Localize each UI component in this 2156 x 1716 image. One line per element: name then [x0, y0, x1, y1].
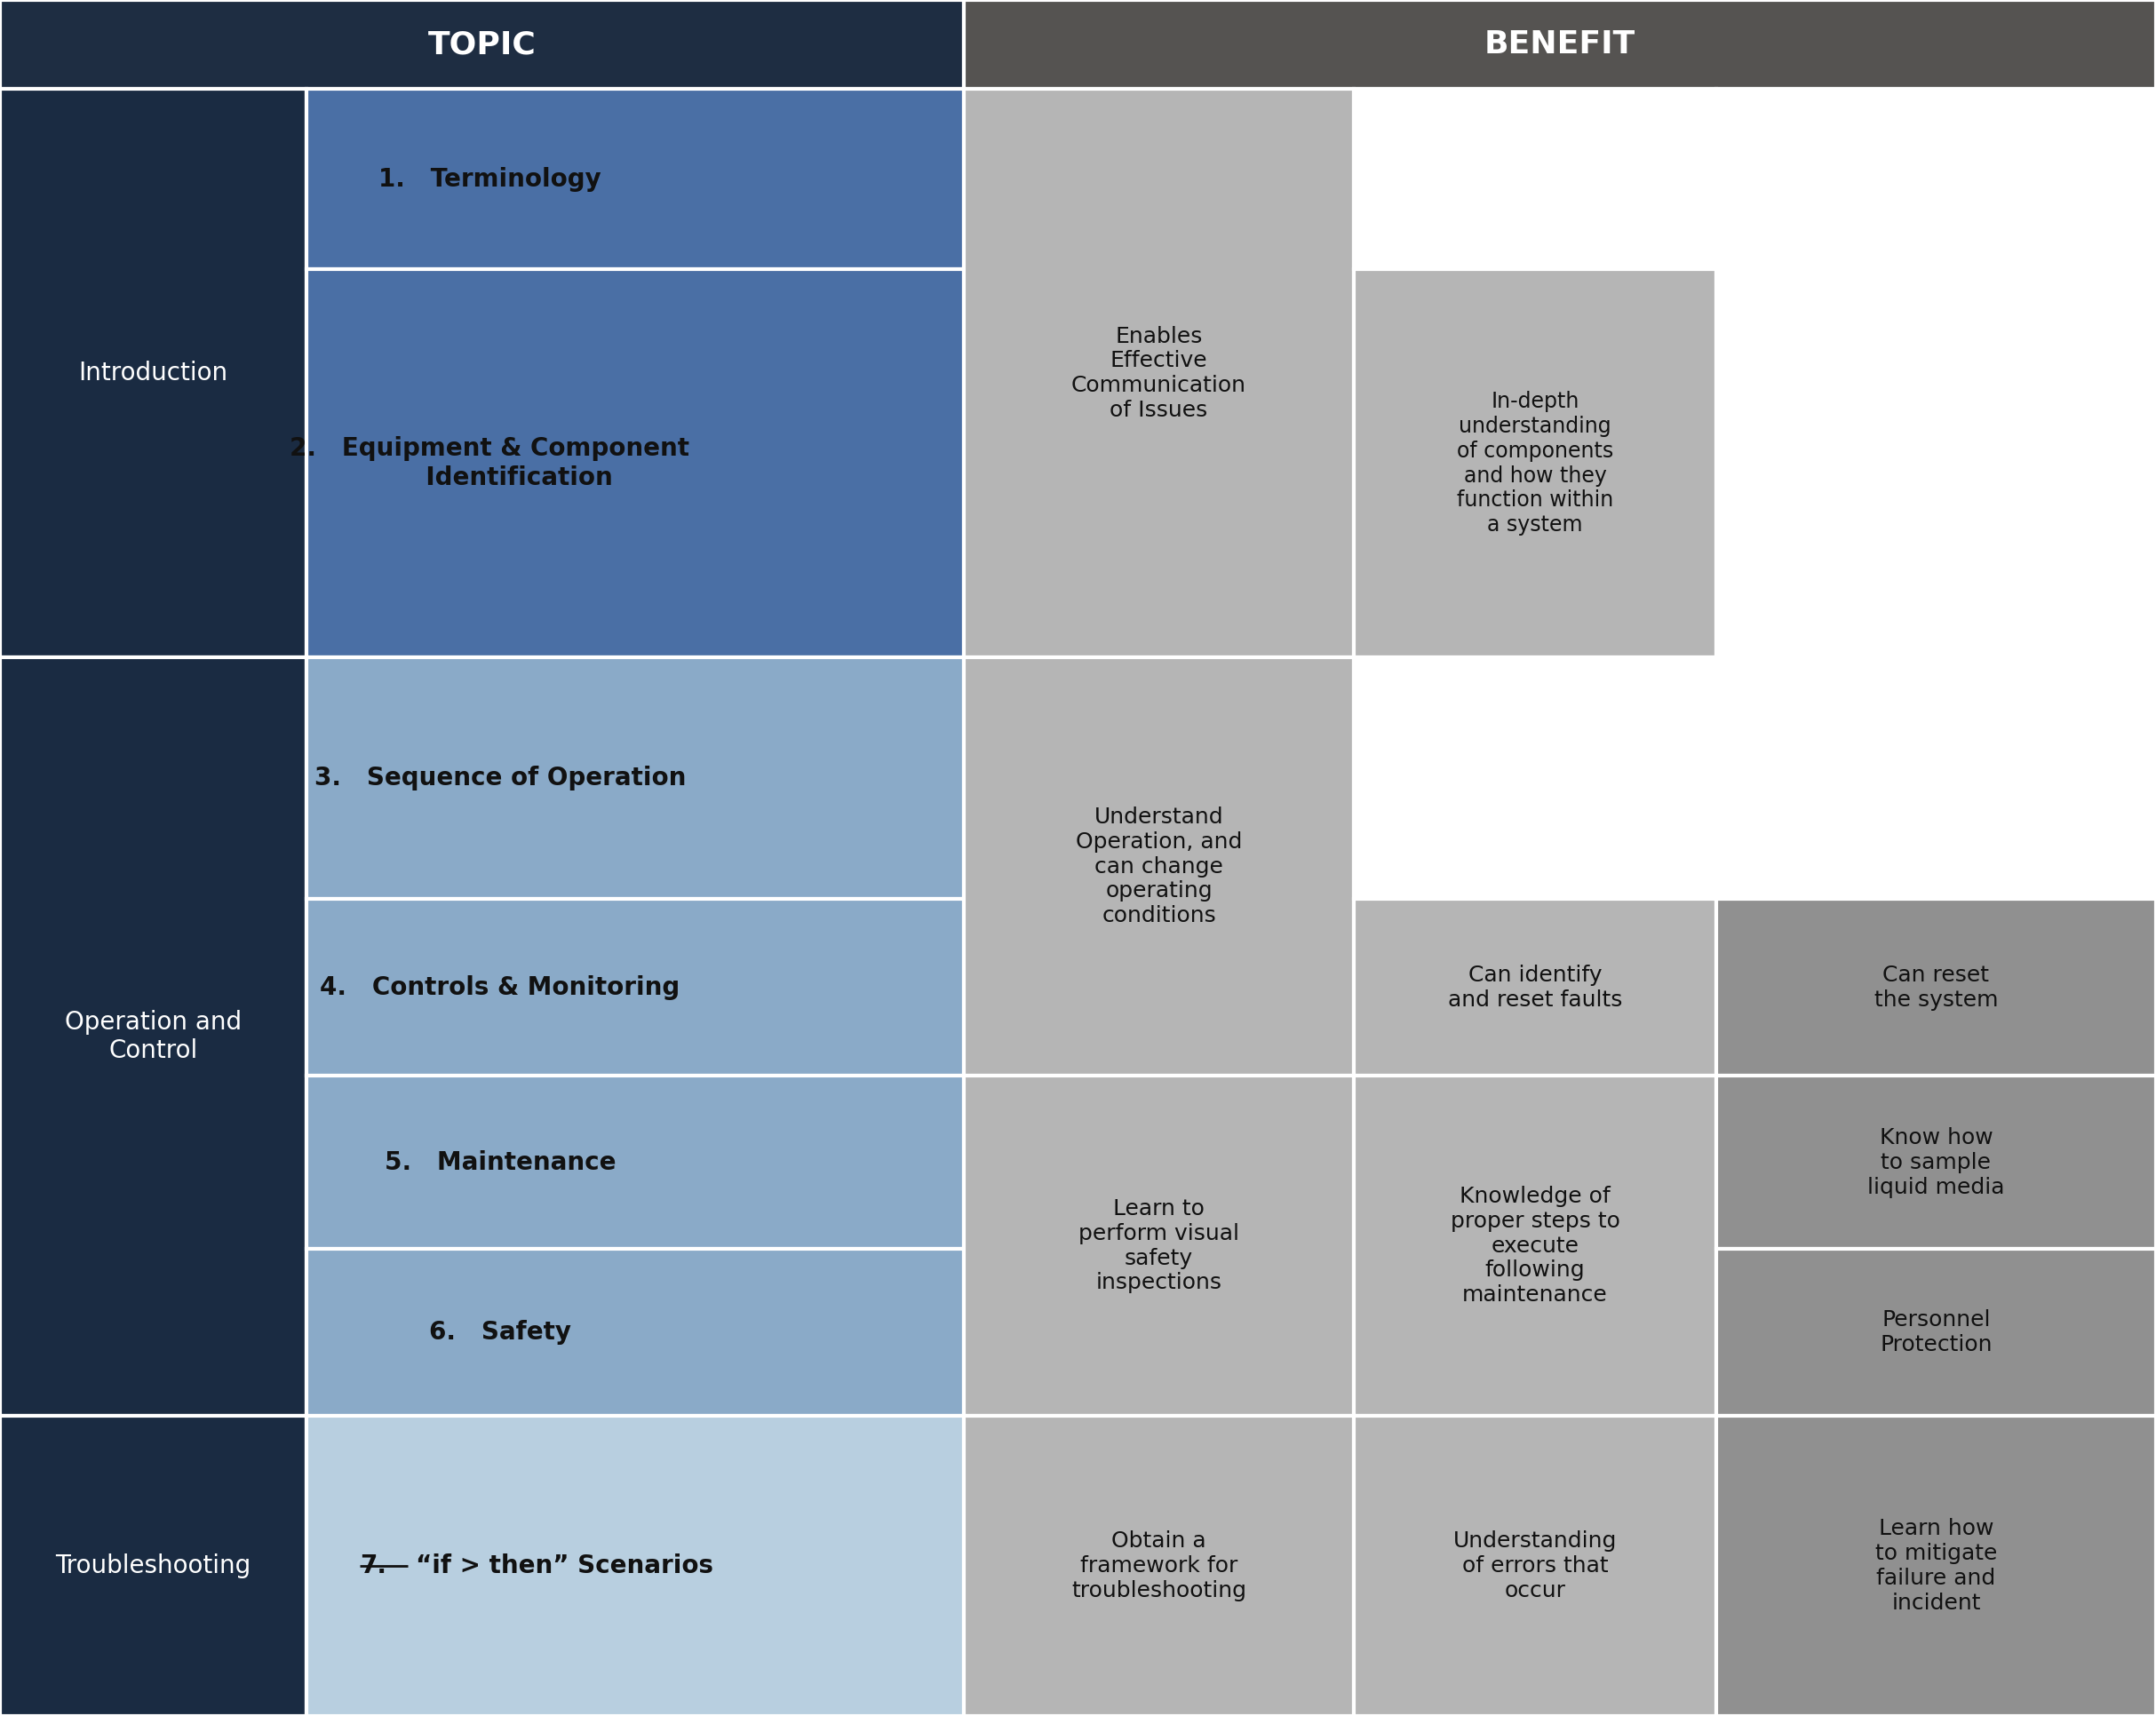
- Bar: [306, 1076, 964, 1249]
- Text: Troubleshooting: Troubleshooting: [56, 1553, 250, 1579]
- Text: Knowledge of
proper steps to
execute
following
maintenance: Knowledge of proper steps to execute fol…: [1451, 1186, 1619, 1306]
- Text: In-depth
understanding
of components
and how they
function within
a system: In-depth understanding of components and…: [1457, 391, 1613, 535]
- Text: 5.   Maintenance: 5. Maintenance: [384, 1150, 617, 1175]
- Text: 1.   Terminology: 1. Terminology: [377, 166, 602, 192]
- Bar: [1716, 1249, 2156, 1416]
- Text: 4.   Controls & Monitoring: 4. Controls & Monitoring: [321, 975, 679, 1000]
- Text: TOPIC: TOPIC: [427, 29, 537, 60]
- Bar: [0, 89, 306, 657]
- Bar: [306, 269, 964, 657]
- Text: Personnel
Protection: Personnel Protection: [1880, 1309, 1992, 1356]
- Text: BENEFIT: BENEFIT: [1483, 29, 1636, 60]
- Bar: [964, 1416, 1354, 1716]
- Text: Understanding
of errors that
occur: Understanding of errors that occur: [1453, 1531, 1617, 1601]
- Text: Obtain a
framework for
troubleshooting: Obtain a framework for troubleshooting: [1072, 1531, 1246, 1601]
- Bar: [964, 0, 2156, 89]
- Bar: [964, 657, 1354, 1076]
- Bar: [1716, 89, 2156, 657]
- Text: 2.   Equipment & Component
       Identification: 2. Equipment & Component Identification: [289, 436, 690, 491]
- Bar: [1716, 899, 2156, 1076]
- Text: Can identify
and reset faults: Can identify and reset faults: [1449, 964, 1621, 1011]
- Text: Learn to
perform visual
safety
inspections: Learn to perform visual safety inspectio…: [1078, 1198, 1240, 1294]
- Text: Know how
to sample
liquid media: Know how to sample liquid media: [1867, 1127, 2005, 1198]
- Text: 7.: 7.: [360, 1553, 386, 1579]
- Text: Can reset
the system: Can reset the system: [1874, 964, 1999, 1011]
- Bar: [306, 89, 964, 269]
- Bar: [1354, 899, 1716, 1076]
- Bar: [1716, 657, 2156, 899]
- Bar: [0, 657, 306, 1416]
- Bar: [306, 899, 964, 1076]
- Bar: [1716, 1076, 2156, 1249]
- Text: Understand
Operation, and
can change
operating
conditions: Understand Operation, and can change ope…: [1076, 807, 1242, 927]
- Bar: [1716, 1416, 2156, 1716]
- Bar: [1354, 657, 1716, 899]
- Text: Operation and
Control: Operation and Control: [65, 1009, 241, 1064]
- Text: 3.   Sequence of Operation: 3. Sequence of Operation: [315, 765, 686, 791]
- Bar: [0, 1416, 306, 1716]
- Bar: [306, 1249, 964, 1416]
- Bar: [1354, 1076, 1716, 1416]
- Text: “if > then” Scenarios: “if > then” Scenarios: [416, 1553, 714, 1579]
- Bar: [1354, 89, 1716, 269]
- Bar: [0, 0, 964, 89]
- Text: Enables
Effective
Communication
of Issues: Enables Effective Communication of Issue…: [1072, 326, 1246, 420]
- Bar: [1354, 1416, 1716, 1716]
- Bar: [964, 1076, 1354, 1416]
- Text: 6.   Safety: 6. Safety: [429, 1320, 571, 1345]
- Bar: [306, 657, 964, 899]
- Bar: [1354, 269, 1716, 657]
- Text: Introduction: Introduction: [78, 360, 229, 386]
- Bar: [306, 1416, 964, 1716]
- Bar: [964, 89, 1354, 657]
- Text: Learn how
to mitigate
failure and
incident: Learn how to mitigate failure and incide…: [1876, 1519, 1996, 1613]
